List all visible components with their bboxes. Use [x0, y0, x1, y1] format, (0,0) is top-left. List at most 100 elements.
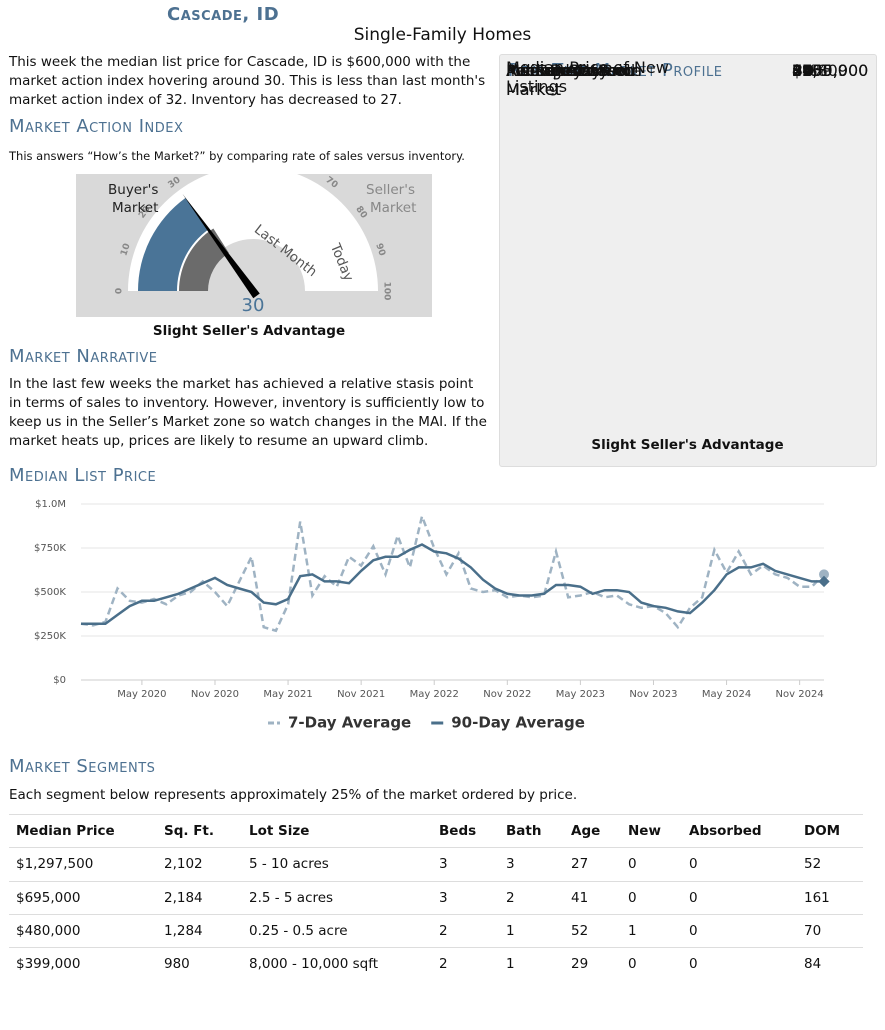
table-cell: 2 — [439, 922, 448, 939]
section-heading: Market Segments — [9, 756, 156, 777]
profile-label: Median Rent — [506, 61, 606, 80]
y-tick-label: $750K — [34, 543, 66, 554]
mai-verdict: Slight Seller's Advantage — [152, 323, 346, 339]
intro: This week the median list price for Casc… — [9, 54, 486, 108]
profile-row: Price Decreased 33% — [500, 61, 876, 247]
table-cell: 1 — [506, 922, 515, 939]
table-cell: 0 — [689, 856, 698, 873]
gauge-tick-label: 90 — [373, 242, 386, 257]
table-header-cell: Median Price — [16, 823, 115, 839]
table-row: $480,000 1,284 0.25 - 0.5 acre 2 1 52 1 0 70 — [9, 913, 863, 948]
table-cell: 2 — [439, 956, 448, 973]
profile-label: Median Days on Market — [506, 61, 635, 99]
table-cell: 1 — [628, 922, 637, 939]
table-cell: 0 — [628, 889, 637, 906]
profile-value: 27 — [792, 61, 813, 80]
profile-value: 33% — [792, 61, 828, 80]
profile-label: Per Square Foot — [506, 61, 633, 80]
section-heading: Market Narrative — [9, 346, 158, 367]
table-cell: 161 — [804, 889, 830, 906]
profile-value: 0% — [792, 61, 818, 80]
table-cell: 84 — [804, 956, 822, 973]
profile-label: Median Price of New Listings — [506, 58, 669, 96]
table-header-cell: New — [628, 823, 661, 839]
profile-row: Average Days on Market 89 — [500, 61, 876, 188]
gauge-today-arc — [138, 197, 209, 291]
line-chart: $0 $250K $500K $750K $1.0M May 2020 Nov 2020 Ma… — [34, 499, 830, 732]
profile-panel: Real-Time Market Profile Slight Seller's… — [499, 54, 877, 467]
table-header-cell: DOM — [804, 823, 841, 839]
profile-row: Median List Price $600,000 — [500, 55, 876, 84]
table-cell: 2 — [506, 889, 515, 906]
table-cell: 3 — [439, 856, 448, 873]
table-row: $695,000 2,184 2.5 - 5 acres 3 2 41 0 0 161 — [9, 880, 863, 915]
profile-row: Price Increased 0% — [500, 61, 876, 276]
table-cell: 5 - 10 acres — [249, 856, 329, 873]
y-tick-label: $1.0M — [35, 499, 66, 510]
page-subtitle: Single-Family Homes — [353, 25, 532, 45]
table-cell: 27 — [571, 856, 589, 873]
x-tick-label: Nov 2022 — [483, 689, 531, 700]
table-cell: 0 — [689, 956, 698, 973]
profile-value: $600,000 — [792, 61, 869, 80]
table-cell: 0.25 - 0.5 acre — [249, 922, 348, 939]
profile-label: Inventory — [506, 61, 583, 80]
series-line — [81, 543, 824, 625]
gauge-needle — [182, 193, 260, 299]
gauge-value: 30 — [242, 295, 265, 316]
profile-label: Average Days on Market — [506, 61, 642, 99]
table-cell: 0 — [689, 922, 698, 939]
profile-label: Market Action — [506, 61, 617, 80]
x-tick-label: Nov 2021 — [337, 689, 385, 700]
gauge-tick-label: 100 — [382, 282, 392, 301]
x-tick-label: Nov 2020 — [191, 689, 239, 700]
table-cell: 980 — [164, 956, 190, 973]
mai-description: This answers “How’s the Market?” by comp… — [9, 149, 465, 163]
x-tick-label: Nov 2023 — [629, 689, 677, 700]
table-row: $399,000 980 8,000 - 10,000 sqft 2 1 29 0 0 84 — [9, 947, 863, 981]
series-line — [80, 512, 825, 633]
series-marker — [818, 575, 830, 588]
table-cell: 3 — [506, 856, 515, 873]
table-cell: 0 — [628, 856, 637, 873]
table-cell: 3 — [439, 889, 448, 906]
table-cell: 2,102 — [164, 856, 203, 873]
profile-row: Median Days on Market 70 — [500, 61, 876, 217]
table-header-cell: Bath — [506, 823, 542, 839]
profile-row: Inventory 27 — [500, 61, 876, 335]
table-cell: 2.5 - 5 acres — [249, 889, 334, 906]
section-heading: Market Action Index — [9, 116, 184, 137]
y-tick-label: $0 — [53, 675, 66, 686]
profile-label: Relisted — [506, 61, 570, 80]
chart-title: Median List Price — [9, 465, 157, 486]
gauge-sellers-label: Seller's Market — [366, 182, 416, 216]
table-header-cell: Lot Size — [249, 823, 310, 839]
table-header-cell: Absorbed — [689, 823, 762, 839]
table-header-row: Median Price Sq. Ft. Lot Size Beds Bath Age Ne… — [9, 814, 863, 848]
y-tick-label: $500K — [34, 587, 66, 598]
x-tick-label: May 2021 — [263, 689, 312, 700]
gauge-last-month-arc — [179, 228, 229, 291]
profile-value: 30 — [792, 61, 815, 80]
profile-value: 70 — [792, 61, 813, 80]
table-cell: 1 — [506, 956, 515, 973]
table-cell: 1,284 — [164, 922, 203, 939]
profile-label: Price Decreased — [506, 61, 636, 80]
profile-value: $459,900 — [792, 61, 869, 80]
profile-value: $435 — [792, 61, 833, 80]
table-cell: 0 — [628, 956, 637, 973]
table-row: $1,297,500 2,102 5 - 10 acres 3 3 27 0 0 52 — [9, 847, 863, 881]
profile-row: Median Rent $2,800 — [500, 61, 876, 364]
table-cell: $480,000 — [16, 922, 81, 939]
table-cell: 70 — [804, 922, 822, 939]
gauge-tick-label: 10 — [119, 242, 132, 257]
gauge-tick-label: 0 — [115, 288, 125, 294]
page-title: Cascade, ID — [167, 4, 280, 25]
table-cell: 52 — [804, 856, 822, 873]
table-cell: 8,000 - 10,000 sqft — [249, 956, 379, 973]
profile-value: 89 — [792, 61, 813, 80]
gauge: 0102030405060708090100Buyer'sMarketSelle… — [76, 174, 432, 317]
table-header-cell: Beds — [439, 823, 477, 839]
table-cell: 52 — [571, 922, 589, 939]
